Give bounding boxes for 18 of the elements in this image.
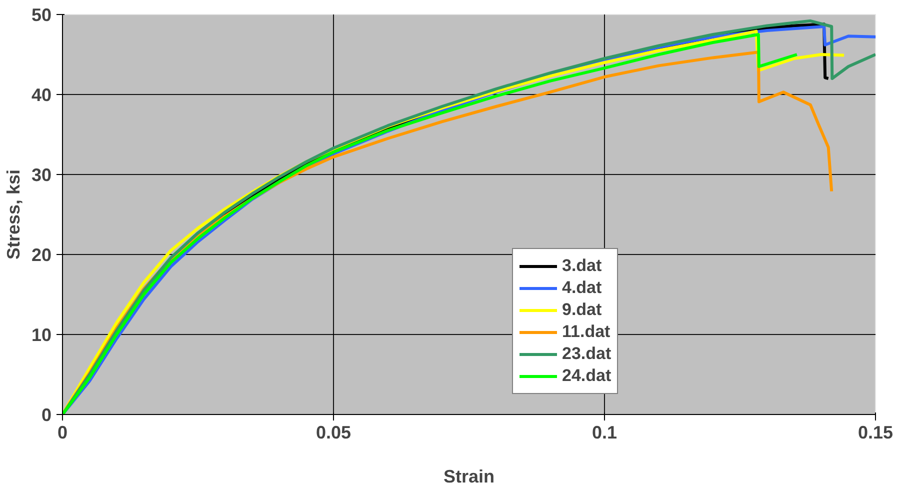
x-tick-label: 0.1 — [592, 422, 618, 442]
legend-label: 3.dat — [562, 255, 602, 277]
y-tick-label: 30 — [31, 165, 52, 185]
y-tick-label: 20 — [31, 245, 52, 265]
x-tick-label: 0 — [57, 422, 68, 442]
x-tick-label: 0.15 — [858, 422, 894, 442]
legend-label: 11.dat — [562, 321, 610, 343]
y-tick-label: 10 — [31, 325, 52, 345]
legend-label: 24.dat — [562, 365, 612, 387]
x-axis-title: Strain — [443, 466, 495, 486]
legend-label: 9.dat — [562, 299, 602, 321]
y-tick-label: 50 — [31, 5, 52, 25]
legend-label: 4.dat — [562, 277, 602, 299]
y-tick-label: 40 — [31, 85, 52, 105]
x-tick-label: 0.05 — [316, 422, 352, 442]
y-axis-title: Stress, ksi — [3, 169, 24, 260]
legend-label: 23.dat — [562, 343, 612, 365]
y-tick-label: 0 — [41, 405, 52, 425]
